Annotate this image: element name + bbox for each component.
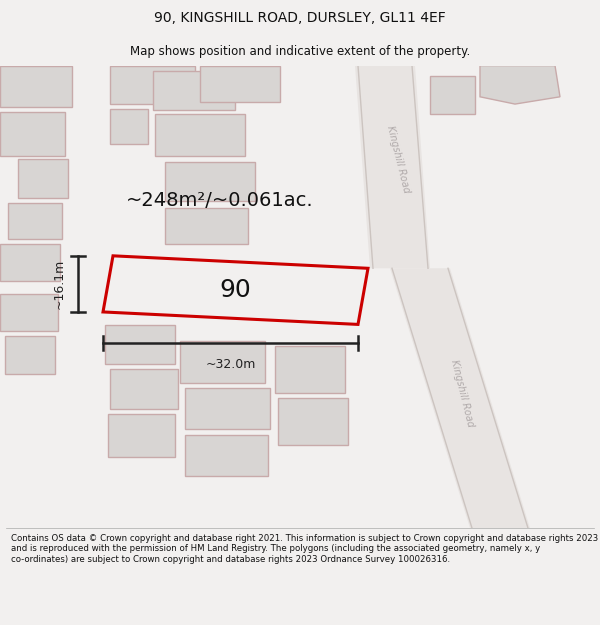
Polygon shape	[275, 346, 345, 393]
Polygon shape	[18, 159, 68, 198]
Polygon shape	[5, 336, 55, 374]
Polygon shape	[185, 388, 270, 429]
Polygon shape	[200, 66, 280, 102]
Polygon shape	[355, 66, 430, 268]
Polygon shape	[8, 203, 62, 239]
Polygon shape	[108, 414, 175, 458]
Polygon shape	[153, 71, 235, 111]
Text: 90: 90	[220, 278, 251, 302]
Text: Map shows position and indicative extent of the property.: Map shows position and indicative extent…	[130, 45, 470, 58]
Polygon shape	[165, 208, 248, 244]
Polygon shape	[278, 398, 348, 445]
Polygon shape	[185, 434, 268, 476]
Text: Kingshill Road: Kingshill Road	[449, 358, 475, 428]
Text: Kingshill Road: Kingshill Road	[385, 124, 411, 194]
Polygon shape	[155, 114, 245, 156]
Polygon shape	[105, 326, 175, 364]
Polygon shape	[165, 162, 255, 201]
Text: ~32.0m: ~32.0m	[205, 357, 256, 371]
Text: Contains OS data © Crown copyright and database right 2021. This information is : Contains OS data © Crown copyright and d…	[11, 534, 598, 564]
Polygon shape	[430, 76, 475, 114]
Polygon shape	[480, 66, 560, 104]
Polygon shape	[0, 294, 58, 331]
Polygon shape	[0, 66, 72, 108]
Polygon shape	[110, 66, 195, 104]
Polygon shape	[0, 244, 60, 281]
Polygon shape	[390, 268, 530, 528]
Polygon shape	[180, 341, 265, 382]
Text: 90, KINGSHILL ROAD, DURSLEY, GL11 4EF: 90, KINGSHILL ROAD, DURSLEY, GL11 4EF	[154, 11, 446, 26]
Text: ~248m²/~0.061ac.: ~248m²/~0.061ac.	[126, 191, 314, 210]
Text: ~16.1m: ~16.1m	[53, 259, 66, 309]
Polygon shape	[0, 112, 65, 156]
Polygon shape	[110, 109, 148, 144]
Polygon shape	[110, 369, 178, 409]
